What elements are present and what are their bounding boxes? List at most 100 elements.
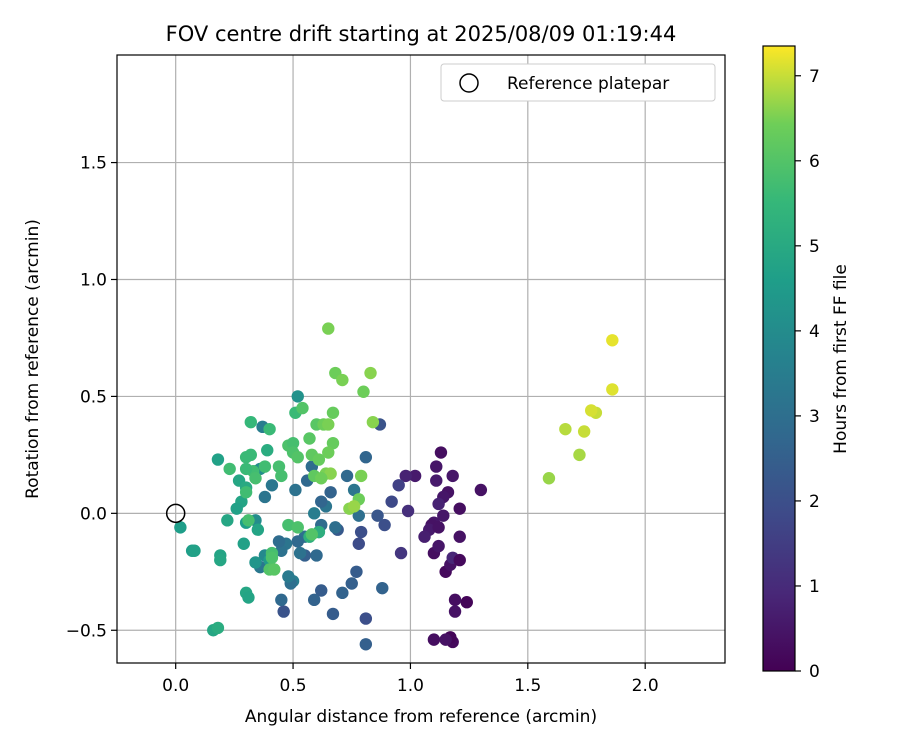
- colorbar-tick-label: 7: [809, 67, 820, 87]
- data-point: [268, 563, 281, 576]
- data-point: [242, 591, 255, 604]
- legend-marker-reference: [459, 73, 479, 93]
- data-point: [249, 472, 262, 485]
- y-tick-label: 1.0: [80, 270, 107, 290]
- x-tick-label: 0.5: [280, 676, 307, 696]
- x-axis-ticks: 0.0 0.5 1.0 1.5 2.0: [162, 663, 659, 696]
- y-axis-label: Rotation from reference (arcmin): [23, 219, 43, 499]
- data-point: [188, 544, 201, 557]
- data-point: [559, 422, 572, 436]
- data-point: [249, 556, 262, 569]
- data-point: [275, 469, 288, 483]
- plot-area: [116, 54, 726, 664]
- data-point: [432, 521, 445, 534]
- data-point: [291, 521, 304, 534]
- data-point: [606, 383, 619, 396]
- colorbar-tick-label: 6: [809, 152, 820, 172]
- data-point: [303, 432, 316, 445]
- data-point: [371, 509, 384, 522]
- colorbar-gradient: [762, 45, 796, 672]
- data-point: [315, 472, 328, 485]
- data-point: [239, 451, 253, 464]
- data-point: [307, 593, 321, 607]
- data-point: [324, 486, 337, 499]
- data-point: [345, 577, 358, 590]
- data-point: [326, 607, 340, 621]
- data-point: [296, 401, 309, 415]
- data-point: [376, 581, 389, 595]
- data-point: [289, 483, 302, 497]
- data-point: [460, 596, 473, 609]
- data-point: [275, 593, 288, 607]
- data-point: [453, 553, 466, 567]
- data-point: [448, 605, 462, 618]
- reference-platepar-marker: [165, 503, 186, 524]
- data-point: [354, 469, 368, 483]
- data-point: [577, 425, 591, 438]
- data-point: [364, 366, 377, 380]
- data-point: [291, 451, 304, 464]
- data-point: [394, 546, 408, 560]
- data-point: [322, 322, 335, 335]
- chart-title: FOV centre drift starting at 2025/08/09 …: [166, 22, 677, 46]
- data-point: [354, 525, 368, 539]
- data-point: [230, 502, 243, 515]
- data-point: [315, 495, 328, 508]
- data-point: [427, 633, 441, 646]
- data-point: [239, 462, 253, 476]
- colorbar: 0 1 2 3 4 5 6 7 Hours from first FF file: [762, 45, 851, 682]
- x-tick-label: 2.0: [632, 676, 659, 696]
- data-point: [258, 460, 272, 473]
- scatter-points: [174, 322, 619, 651]
- data-point: [336, 373, 349, 387]
- data-point: [291, 535, 304, 548]
- data-point: [359, 612, 373, 625]
- data-point: [239, 486, 253, 499]
- data-point: [350, 565, 363, 578]
- data-point: [214, 553, 227, 567]
- data-point: [258, 490, 272, 504]
- data-point: [265, 551, 279, 564]
- data-point: [385, 495, 398, 508]
- colorbar-tick-label: 0: [809, 662, 820, 682]
- data-point: [434, 446, 448, 459]
- data-point: [392, 479, 405, 492]
- data-point: [430, 460, 443, 473]
- data-point: [275, 544, 288, 557]
- data-point: [326, 406, 340, 419]
- colorbar-tick-label: 2: [809, 492, 820, 512]
- data-point: [291, 390, 304, 403]
- data-point: [221, 514, 234, 527]
- x-tick-label: 1.0: [397, 676, 424, 696]
- data-point: [453, 502, 466, 515]
- x-axis-label: Angular distance from reference (arcmin): [245, 707, 597, 727]
- data-point: [310, 549, 323, 562]
- colorbar-tick-label: 4: [809, 322, 820, 342]
- data-point: [324, 467, 337, 480]
- data-point: [265, 479, 279, 492]
- y-tick-label: −0.5: [66, 621, 107, 641]
- data-point: [261, 444, 274, 457]
- data-point: [336, 586, 349, 600]
- colorbar-label: Hours from first FF file: [831, 264, 851, 454]
- colorbar-tick-label: 3: [809, 407, 820, 427]
- y-axis-ticks: −0.5 0.0 0.5 1.0 1.5: [66, 154, 117, 641]
- data-point: [437, 509, 450, 522]
- legend-label-reference: Reference platepar: [507, 74, 669, 94]
- data-point: [347, 500, 361, 513]
- plot-background: [117, 55, 725, 663]
- y-tick-label: 1.5: [80, 154, 107, 174]
- data-point: [439, 633, 452, 646]
- data-point: [418, 530, 431, 543]
- data-point: [312, 453, 326, 466]
- y-tick-label: 0.5: [80, 387, 107, 407]
- data-point: [322, 446, 335, 459]
- data-point: [322, 418, 335, 431]
- data-point: [272, 535, 286, 548]
- legend-box: [440, 63, 716, 102]
- plot-frame: [116, 54, 726, 664]
- data-point: [378, 518, 391, 532]
- data-point: [584, 404, 598, 417]
- colorbar-ticks: 0 1 2 3 4 5 6 7: [795, 67, 820, 682]
